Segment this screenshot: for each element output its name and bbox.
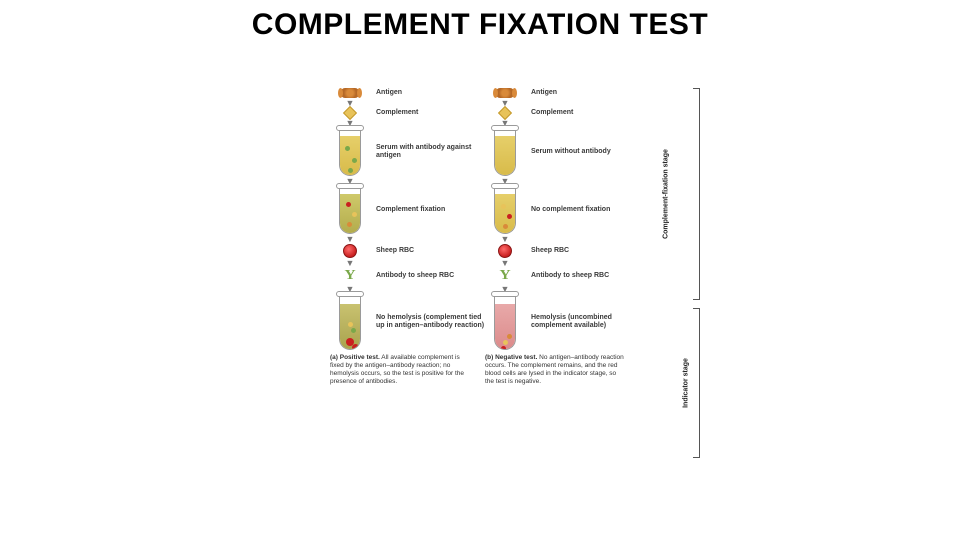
step-row: Serum without antibody [485, 128, 640, 176]
step-label: Hemolysis (uncombined complement availab… [531, 314, 640, 329]
antibody-y-icon: Y [344, 268, 355, 284]
step-row: Complement fixation [330, 186, 485, 234]
arrow-down-icon: ▼ [485, 260, 525, 266]
column-caption: (a) Positive test. All available complem… [330, 354, 470, 387]
page-title: COMPLEMENT FIXATION TEST [0, 8, 960, 42]
step-label: Antibody to sheep RBC [376, 272, 454, 280]
step-row: Y Antibody to sheep RBC [485, 268, 640, 284]
test-tube-icon [494, 128, 516, 176]
step-label: Complement [376, 109, 418, 117]
test-tube-icon [339, 128, 361, 176]
test-tube-icon [339, 294, 361, 350]
cft-figure: Complement-fixation stage Indicator stag… [330, 88, 700, 508]
step-label: Antigen [376, 89, 402, 97]
complement-icon [343, 106, 357, 120]
step-label: Complement fixation [376, 206, 445, 214]
step-row: Hemolysis (uncombined complement availab… [485, 294, 640, 350]
step-label: Sheep RBC [531, 247, 569, 255]
arrow-down-icon: ▼ [330, 260, 370, 266]
step-row: Sheep RBC [485, 244, 640, 258]
step-row: Y Antibody to sheep RBC [330, 268, 485, 284]
step-label: No hemolysis (complement tied up in anti… [376, 314, 485, 329]
step-row: No complement fixation [485, 186, 640, 234]
step-label: Serum without antibody [531, 148, 611, 156]
stage-bracket-fixation: Complement-fixation stage [664, 88, 700, 300]
step-label: Antibody to sheep RBC [531, 272, 609, 280]
step-row: Serum with antibody against antigen [330, 128, 485, 176]
test-tube-icon [494, 186, 516, 234]
stage-label-indicator: Indicator stage [683, 358, 690, 408]
step-label: No complement fixation [531, 206, 610, 214]
step-row: No hemolysis (complement tied up in anti… [330, 294, 485, 350]
arrow-down-icon: ▼ [330, 236, 370, 242]
step-row: Complement [330, 108, 485, 118]
step-label: Serum with antibody against antigen [376, 144, 485, 159]
sheep-rbc-icon [343, 244, 357, 258]
column-negative: Antigen ▼ Complement ▼ Serum without antibod… [485, 88, 640, 508]
antibody-y-icon: Y [499, 268, 510, 284]
stage-bracket-indicator: Indicator stage [664, 308, 700, 458]
step-label: Antigen [531, 89, 557, 97]
step-label: Sheep RBC [376, 247, 414, 255]
complement-icon [498, 106, 512, 120]
antigen-icon [496, 88, 514, 98]
test-tube-icon [339, 186, 361, 234]
step-row: Sheep RBC [330, 244, 485, 258]
step-row: Antigen [330, 88, 485, 98]
test-tube-icon [494, 294, 516, 350]
column-positive: Antigen ▼ Complement ▼ Serum with antibody a… [330, 88, 485, 508]
column-caption: (b) Negative test. No antigen–antibody r… [485, 354, 625, 387]
step-label: Complement [531, 109, 573, 117]
stage-label-fixation: Complement-fixation stage [663, 149, 670, 239]
step-row: Antigen [485, 88, 640, 98]
antigen-icon [341, 88, 359, 98]
step-row: Complement [485, 108, 640, 118]
arrow-down-icon: ▼ [485, 236, 525, 242]
sheep-rbc-icon [498, 244, 512, 258]
